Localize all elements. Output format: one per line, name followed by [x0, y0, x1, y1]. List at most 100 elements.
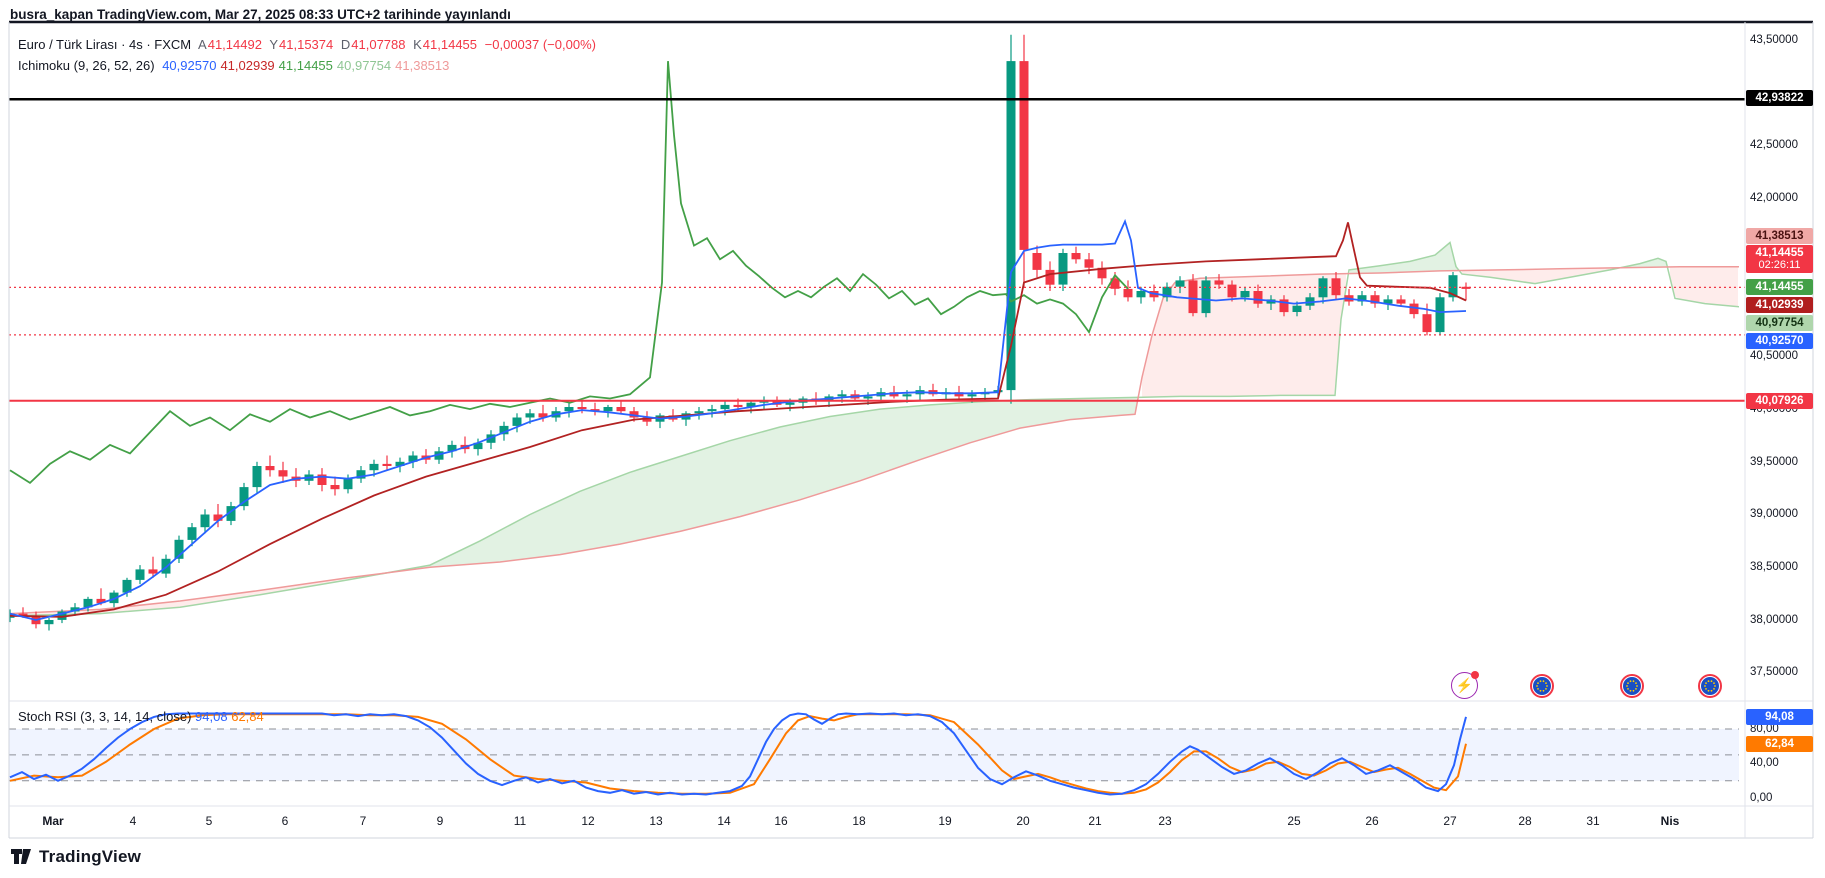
notification-dot — [1471, 671, 1479, 679]
candle-body — [473, 442, 483, 450]
eu-flag-event-icon[interactable] — [1620, 674, 1644, 698]
candle-body — [44, 620, 54, 625]
symbol-title[interactable]: Euro / Türk Lirası · 4s · FXCM — [18, 37, 192, 52]
candle-body — [1409, 303, 1419, 315]
tradingview-footer[interactable]: TradingView — [10, 846, 141, 868]
price-axis-badge: 41,14455 02:26:11 — [1746, 245, 1813, 273]
candle-body — [1253, 291, 1263, 304]
time-axis-label[interactable]: Mar — [42, 814, 64, 828]
time-axis-label[interactable]: 31 — [1586, 814, 1600, 828]
candle-body — [486, 434, 496, 443]
price-axis-tick[interactable]: 38,00000 — [1750, 614, 1798, 626]
time-axis-label[interactable]: 12 — [581, 814, 595, 828]
candle-body — [109, 592, 119, 604]
price-axis-tick[interactable]: 80,00 — [1750, 723, 1779, 735]
candle-body — [265, 466, 275, 471]
ichimoku-value: 41,02939 — [220, 58, 275, 73]
price-axis-badge: 41,14455 — [1746, 279, 1813, 295]
ichimoku-cloud-red — [10, 572, 386, 616]
time-axis-label[interactable]: 28 — [1518, 814, 1532, 828]
candle-body — [356, 470, 366, 479]
time-axis-label[interactable]: 14 — [717, 814, 731, 828]
time-axis-label[interactable]: 16 — [774, 814, 788, 828]
candle-body — [343, 478, 353, 490]
time-axis-label[interactable]: 26 — [1365, 814, 1379, 828]
price-axis-tick[interactable]: 42,00000 — [1750, 192, 1798, 204]
time-axis-label[interactable]: 23 — [1158, 814, 1172, 828]
price-axis-tick[interactable]: 40,50000 — [1750, 350, 1798, 362]
candle-body — [1045, 269, 1055, 285]
stoch-pane[interactable] — [9, 712, 1739, 796]
time-axis-label[interactable]: 4 — [129, 814, 137, 828]
price-axis-tick[interactable]: 39,50000 — [1750, 456, 1798, 468]
candle-body — [1019, 61, 1029, 250]
price-axis-tick[interactable]: 0,00 — [1750, 792, 1773, 804]
candle-body — [148, 569, 158, 574]
time-axis-label[interactable]: 21 — [1088, 814, 1102, 828]
publish-header: busra_kapan TradingView.com, Mar 27, 202… — [10, 7, 511, 22]
price-axis-tick[interactable]: 40,00 — [1750, 757, 1779, 769]
time-axis-label[interactable]: 18 — [852, 814, 866, 828]
price-axis-tick[interactable]: 43,50000 — [1750, 34, 1798, 46]
eu-flag-event-icon[interactable] — [1698, 674, 1722, 698]
ichimoku-value: 41,38513 — [395, 58, 450, 73]
price-axis-tick[interactable]: 38,50000 — [1750, 561, 1798, 573]
time-axis-label[interactable]: 5 — [205, 814, 213, 828]
candle-body — [382, 463, 392, 466]
eu-flag-event-icon[interactable] — [1530, 674, 1554, 698]
candle-body — [174, 539, 184, 559]
time-axis-label[interactable]: 19 — [938, 814, 952, 828]
time-axis-label[interactable]: 25 — [1287, 814, 1301, 828]
time-axis-label[interactable]: 27 — [1443, 814, 1457, 828]
high-label: Y — [269, 37, 279, 52]
ichimoku-legend: Ichimoku (9, 26, 52, 26) 40,92570 41,0293… — [18, 58, 457, 73]
candle-body — [538, 413, 548, 418]
candle-body — [1175, 280, 1185, 287]
candle-body — [1032, 253, 1042, 270]
time-axis-label[interactable]: 20 — [1016, 814, 1030, 828]
price-axis-badge: 94,08 — [1746, 709, 1813, 725]
candle-body — [1110, 278, 1120, 289]
stoch-rsi-legend: Stoch RSI (3, 3, 14, 14, close) 94,08 62… — [18, 709, 264, 724]
main-pane[interactable] — [6, 34, 1740, 631]
time-axis-label[interactable]: 6 — [281, 814, 289, 828]
economic-event-lightning-icon[interactable]: ⚡ — [1451, 671, 1479, 699]
ichimoku-value: 40,92570 — [162, 58, 217, 73]
candle-body — [512, 417, 522, 426]
candle-body — [1448, 275, 1458, 298]
open-label: A — [198, 37, 207, 52]
candle-body — [642, 417, 652, 422]
candle-body — [889, 392, 899, 397]
time-axis-label[interactable]: Nis — [1660, 814, 1680, 828]
price-axis-tick[interactable]: 37,50000 — [1750, 666, 1798, 678]
eu-flag — [1533, 677, 1551, 695]
ichimoku-title[interactable]: Ichimoku (9, 26, 52, 26) — [18, 58, 155, 73]
candle-body — [1214, 280, 1224, 285]
candle-body — [733, 404, 743, 407]
candle-body — [902, 394, 912, 397]
kijun-line — [9, 222, 1467, 618]
time-axis-label[interactable]: 11 — [513, 814, 527, 828]
change-value: −0,00037 (−0,00%) — [484, 37, 596, 52]
price-axis-badge: 41,02939 — [1746, 297, 1813, 313]
candle-body — [1292, 305, 1302, 312]
price-axis-tick[interactable]: 39,00000 — [1750, 508, 1798, 520]
time-axis-label[interactable]: 9 — [436, 814, 444, 828]
candle-body — [18, 613, 28, 616]
candle-body — [1123, 288, 1133, 298]
candle-body — [1188, 280, 1198, 314]
time-axis-label[interactable]: 7 — [359, 814, 367, 828]
price-axis-tick[interactable]: 42,50000 — [1750, 139, 1798, 151]
candle-body — [1136, 291, 1146, 298]
candle-body — [226, 506, 236, 521]
price-axis-badge: 40,92570 — [1746, 333, 1813, 349]
candle-body — [1435, 297, 1445, 333]
candle-body — [577, 407, 587, 410]
stoch-rsi-title[interactable]: Stoch RSI (3, 3, 14, 14, close) — [18, 709, 192, 724]
ichimoku-value: 40,97754 — [336, 58, 392, 73]
open-value: 41,14492 — [207, 37, 262, 52]
candle-body — [1084, 259, 1094, 268]
time-axis-label[interactable]: 13 — [649, 814, 663, 828]
